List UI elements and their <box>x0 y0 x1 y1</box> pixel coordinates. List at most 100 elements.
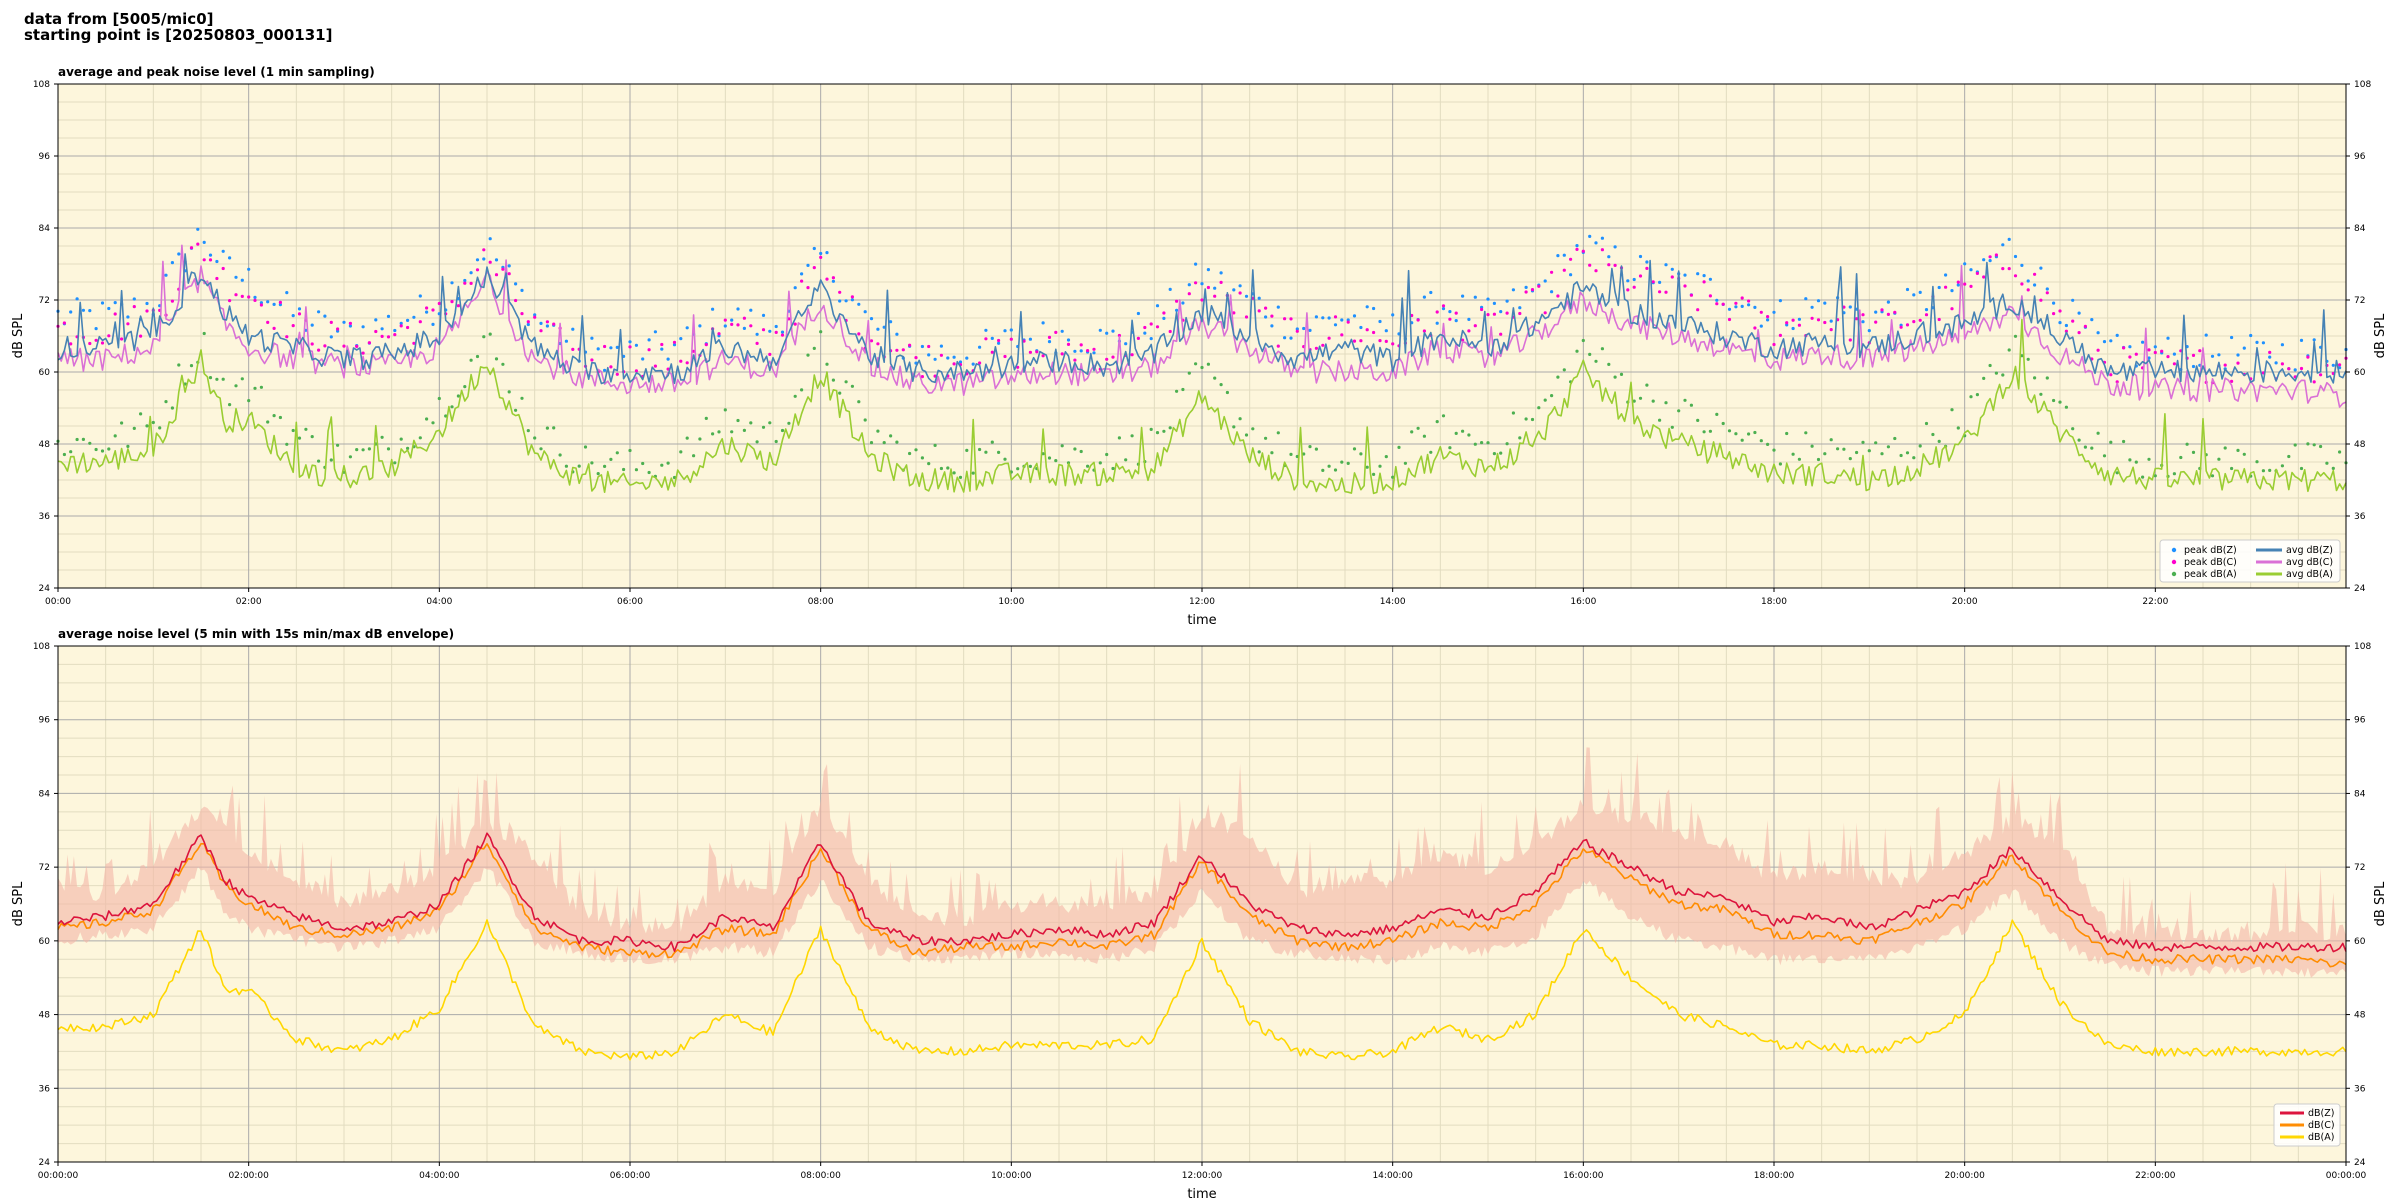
scatter-point <box>1410 430 1414 434</box>
scatter-point <box>1855 450 1859 455</box>
scatter-point <box>348 324 352 328</box>
scatter-point <box>374 318 378 322</box>
scatter-point <box>1982 376 1986 380</box>
scatter-point <box>2115 380 2119 384</box>
scatter-point <box>692 454 696 458</box>
scatter-point <box>939 344 944 348</box>
scatter-point <box>800 272 804 276</box>
scatter-point <box>494 258 499 262</box>
scatter-point <box>825 362 829 366</box>
scatter-point <box>2217 457 2221 461</box>
scatter-point <box>2096 431 2100 435</box>
scatter-point <box>2134 460 2138 464</box>
scatter-point <box>1092 347 1096 351</box>
scatter-point <box>1696 272 1700 276</box>
scatter-point <box>1899 325 1903 329</box>
scatter-point <box>1804 431 1808 435</box>
scatter-point <box>2191 450 2196 454</box>
scatter-point <box>927 462 931 466</box>
scatter-point <box>2013 274 2018 278</box>
scatter-point <box>1333 315 1338 319</box>
scatter-point <box>393 328 397 333</box>
scatter-point <box>768 352 772 356</box>
scatter-point <box>2280 362 2284 366</box>
series-avg-db-z <box>57 253 2347 385</box>
scatter-point <box>2261 469 2265 473</box>
scatter-point <box>1950 289 1954 293</box>
scatter-point <box>2090 446 2094 450</box>
scatter-point <box>1505 299 1509 303</box>
scatter-point <box>488 332 492 336</box>
scatter-point <box>1772 342 1776 347</box>
scatter-point <box>2166 336 2170 340</box>
scatter-point <box>723 318 727 322</box>
scatter-point <box>1270 324 1274 328</box>
scatter-point <box>1047 335 1052 339</box>
scatter-point <box>2338 450 2342 454</box>
scatter-point <box>126 322 130 326</box>
scatter-point <box>1441 304 1446 308</box>
chart-title: average and peak noise level (1 min samp… <box>58 65 375 79</box>
scatter-point <box>1778 333 1782 337</box>
scatter-point <box>672 340 677 344</box>
scatter-point <box>234 275 238 279</box>
scatter-point <box>2077 438 2081 442</box>
scatter-point <box>1766 315 1770 319</box>
scatter-point <box>1505 311 1509 315</box>
scatter-point <box>1028 350 1032 354</box>
scatter-point <box>1791 326 1795 331</box>
scatter-point <box>1550 290 1554 294</box>
scatter-point <box>2033 283 2037 287</box>
scatter-point <box>889 434 893 438</box>
scatter-point <box>914 448 918 452</box>
scatter-point <box>876 327 880 331</box>
scatter-point <box>1372 472 1376 476</box>
scatter-point <box>1016 467 1020 471</box>
scatter-point <box>869 317 874 321</box>
scatter-point <box>1168 329 1172 334</box>
scatter-point <box>2299 338 2304 342</box>
scatter-point <box>2045 287 2049 291</box>
scatter-point <box>469 281 473 285</box>
scatter-point <box>247 399 251 403</box>
scatter-point <box>533 313 537 317</box>
legend-label: peak dB(Z) <box>2184 545 2237 556</box>
scatter-point <box>615 372 619 376</box>
scatter-point <box>768 329 772 333</box>
scatter-point <box>2071 319 2075 323</box>
scatter-point <box>1441 307 1446 311</box>
scatter-point <box>1168 287 1172 291</box>
scatter-point <box>431 322 435 326</box>
scatter-point <box>1149 337 1153 341</box>
scatter-point <box>317 459 321 463</box>
scatter-point <box>1708 277 1712 281</box>
scatter-point <box>88 309 92 313</box>
scatter-point <box>1098 461 1102 465</box>
series-avg-db-a <box>57 318 2347 495</box>
scatter-point <box>310 323 314 327</box>
scatter-point <box>1149 427 1153 431</box>
scatter-point <box>1327 316 1331 320</box>
scatter-point <box>590 336 594 340</box>
scatter-point <box>1467 433 1471 437</box>
scatter-point <box>1766 442 1770 446</box>
scatter-point <box>2236 353 2240 357</box>
scatter-point <box>2268 350 2272 354</box>
scatter-point <box>806 353 810 357</box>
scatter-point <box>1816 299 1821 303</box>
scatter-point <box>1181 301 1185 305</box>
scatter-point <box>1257 296 1261 300</box>
scatter-point <box>1187 292 1191 296</box>
scatter-point <box>2058 400 2062 404</box>
scatter-point <box>75 437 79 442</box>
scatter-point <box>2147 457 2151 461</box>
scatter-point <box>1372 330 1376 335</box>
scatter-point <box>170 299 174 303</box>
scatter-point <box>1905 451 1910 455</box>
scatter-point <box>723 408 727 412</box>
scatter-point <box>221 249 225 253</box>
scatter-point <box>628 345 632 349</box>
scatter-point <box>1543 398 1547 402</box>
scatter-point <box>2172 472 2176 476</box>
scatter-point <box>1327 336 1331 340</box>
